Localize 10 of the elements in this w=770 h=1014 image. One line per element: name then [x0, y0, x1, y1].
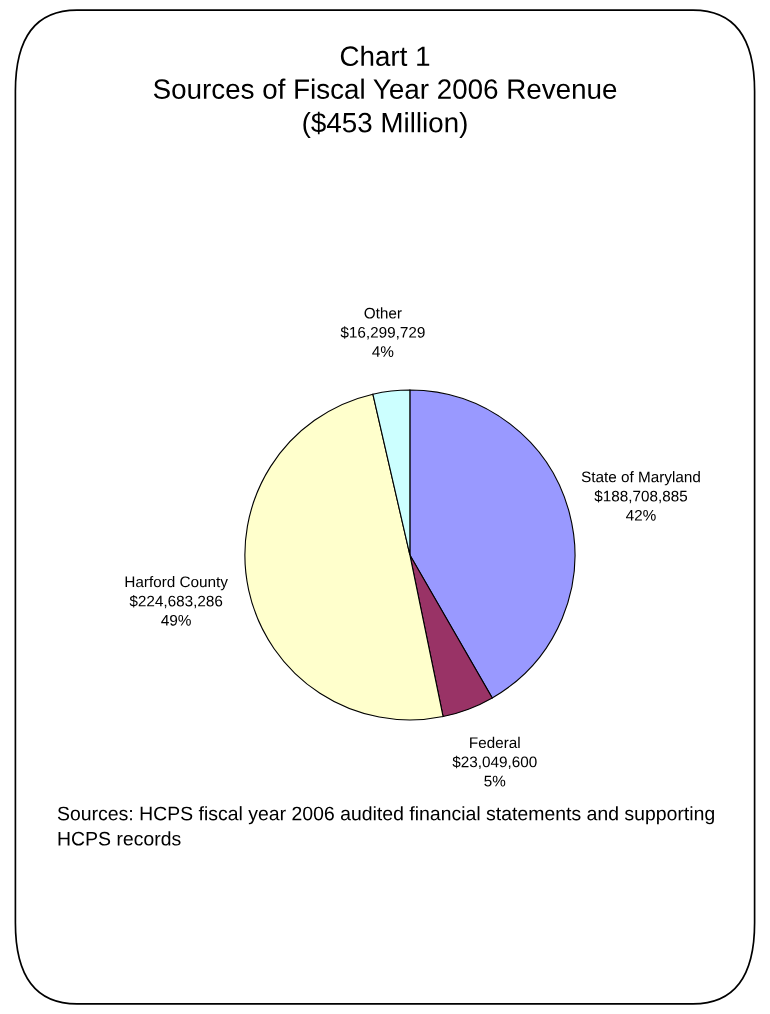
- data-label: $224,683,286 49%: [129, 595, 223, 626]
- chart-title: Chart 1 Sources of Fiscal Year 2006 Revenue ($453 Million): [153, 45, 617, 138]
- slice-label: Federal: [470, 736, 520, 749]
- slice-label: Other: [364, 307, 402, 319]
- data-label: $23,049,600 5%: [452, 755, 537, 787]
- slice-label: Harford County: [125, 576, 228, 591]
- source-note: Sources: HCPS fiscal year 2006 audited financial statements and supporting HCPS records: [57, 806, 714, 846]
- slice-label: State of Maryland: [581, 471, 700, 486]
- data-label: $16,299,729 4%: [340, 326, 425, 357]
- data-label: $188,708,885 42%: [594, 490, 688, 521]
